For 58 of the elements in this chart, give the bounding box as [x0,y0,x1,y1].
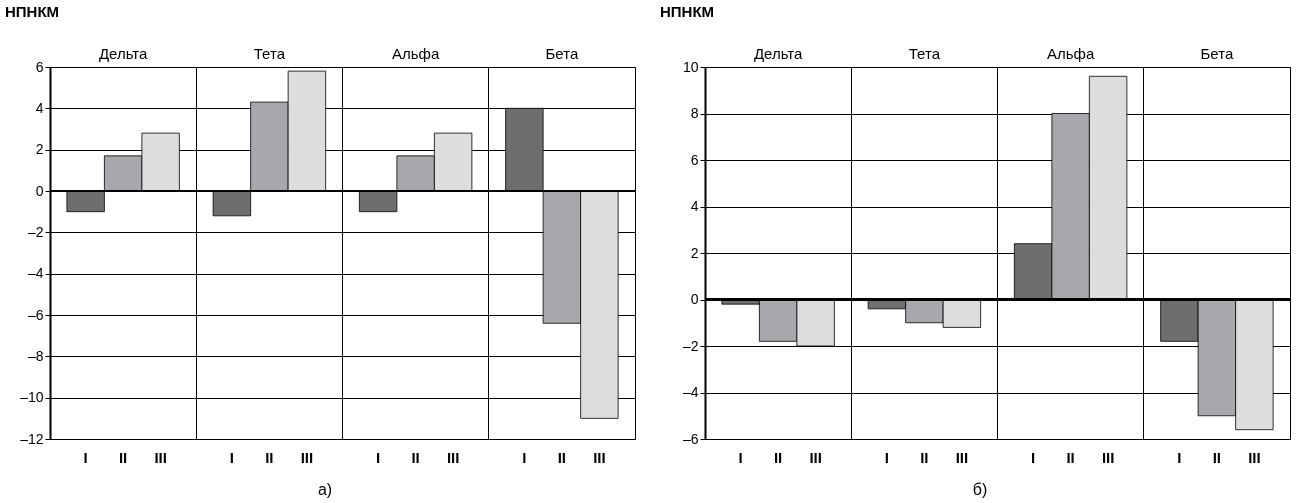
text: II [920,449,929,466]
y-tick-label: –8 [27,347,44,364]
chart-title: НПНКМ [5,3,60,20]
y-tick-label: –2 [27,223,44,240]
bar [358,190,398,213]
text: II [265,449,274,466]
text: II [1212,449,1222,466]
y-tick-label: –2 [682,337,699,354]
bar [212,190,252,217]
text: I [376,449,381,466]
text: III [1101,449,1115,466]
text: б) [971,481,989,499]
y-tick-label: 0 [690,291,699,307]
text: II [118,449,128,466]
y-tick-label: 2 [35,141,44,158]
y-tick-label: 6 [690,151,699,168]
x-tick-label: Дельта [753,44,803,62]
text: III [446,449,460,466]
text: III [154,449,167,466]
y-tick-label: 8 [690,105,699,121]
text: III [955,449,969,466]
bar [66,190,105,213]
y-tick-label: –4 [27,265,44,282]
y-tick-label: 0 [35,182,44,199]
y-tick-label: 2 [690,244,699,261]
x-tick-label: Дельта [98,44,148,62]
y-tick-label: 6 [35,58,44,75]
y-tick-label: –6 [682,430,699,447]
text: II [1066,449,1075,466]
text: III [593,449,606,466]
text: III [809,449,822,466]
x-tick-label: Бета [545,44,579,62]
x-tick-label: Тета [253,44,286,62]
y-tick-label: 4 [690,198,699,214]
y-tick-label: –10 [20,389,44,406]
y-tick-label: –12 [20,430,44,447]
x-tick-label: Альфа [391,44,440,62]
y-tick-label: –4 [682,384,699,400]
y-tick-label: 4 [35,99,44,116]
text: I [83,449,88,466]
text: I [522,449,527,466]
text: I [229,449,234,466]
x-tick-label: Тета [908,44,941,62]
x-tick-label: Бета [1200,44,1234,62]
text: I [884,449,889,466]
series-label: III [1248,449,1261,466]
text: II [411,449,420,466]
text: I [1031,449,1036,466]
text: III [300,449,314,466]
x-tick-label: Альфа [1046,44,1095,62]
text: I [738,449,743,466]
y-tick-label: 10 [682,58,699,75]
chart-title: НПНКМ [660,3,715,20]
y-tick-label: –6 [27,306,44,323]
text: II [773,449,783,466]
text: I [1177,449,1182,466]
text: а) [316,481,334,499]
text: II [557,449,567,466]
